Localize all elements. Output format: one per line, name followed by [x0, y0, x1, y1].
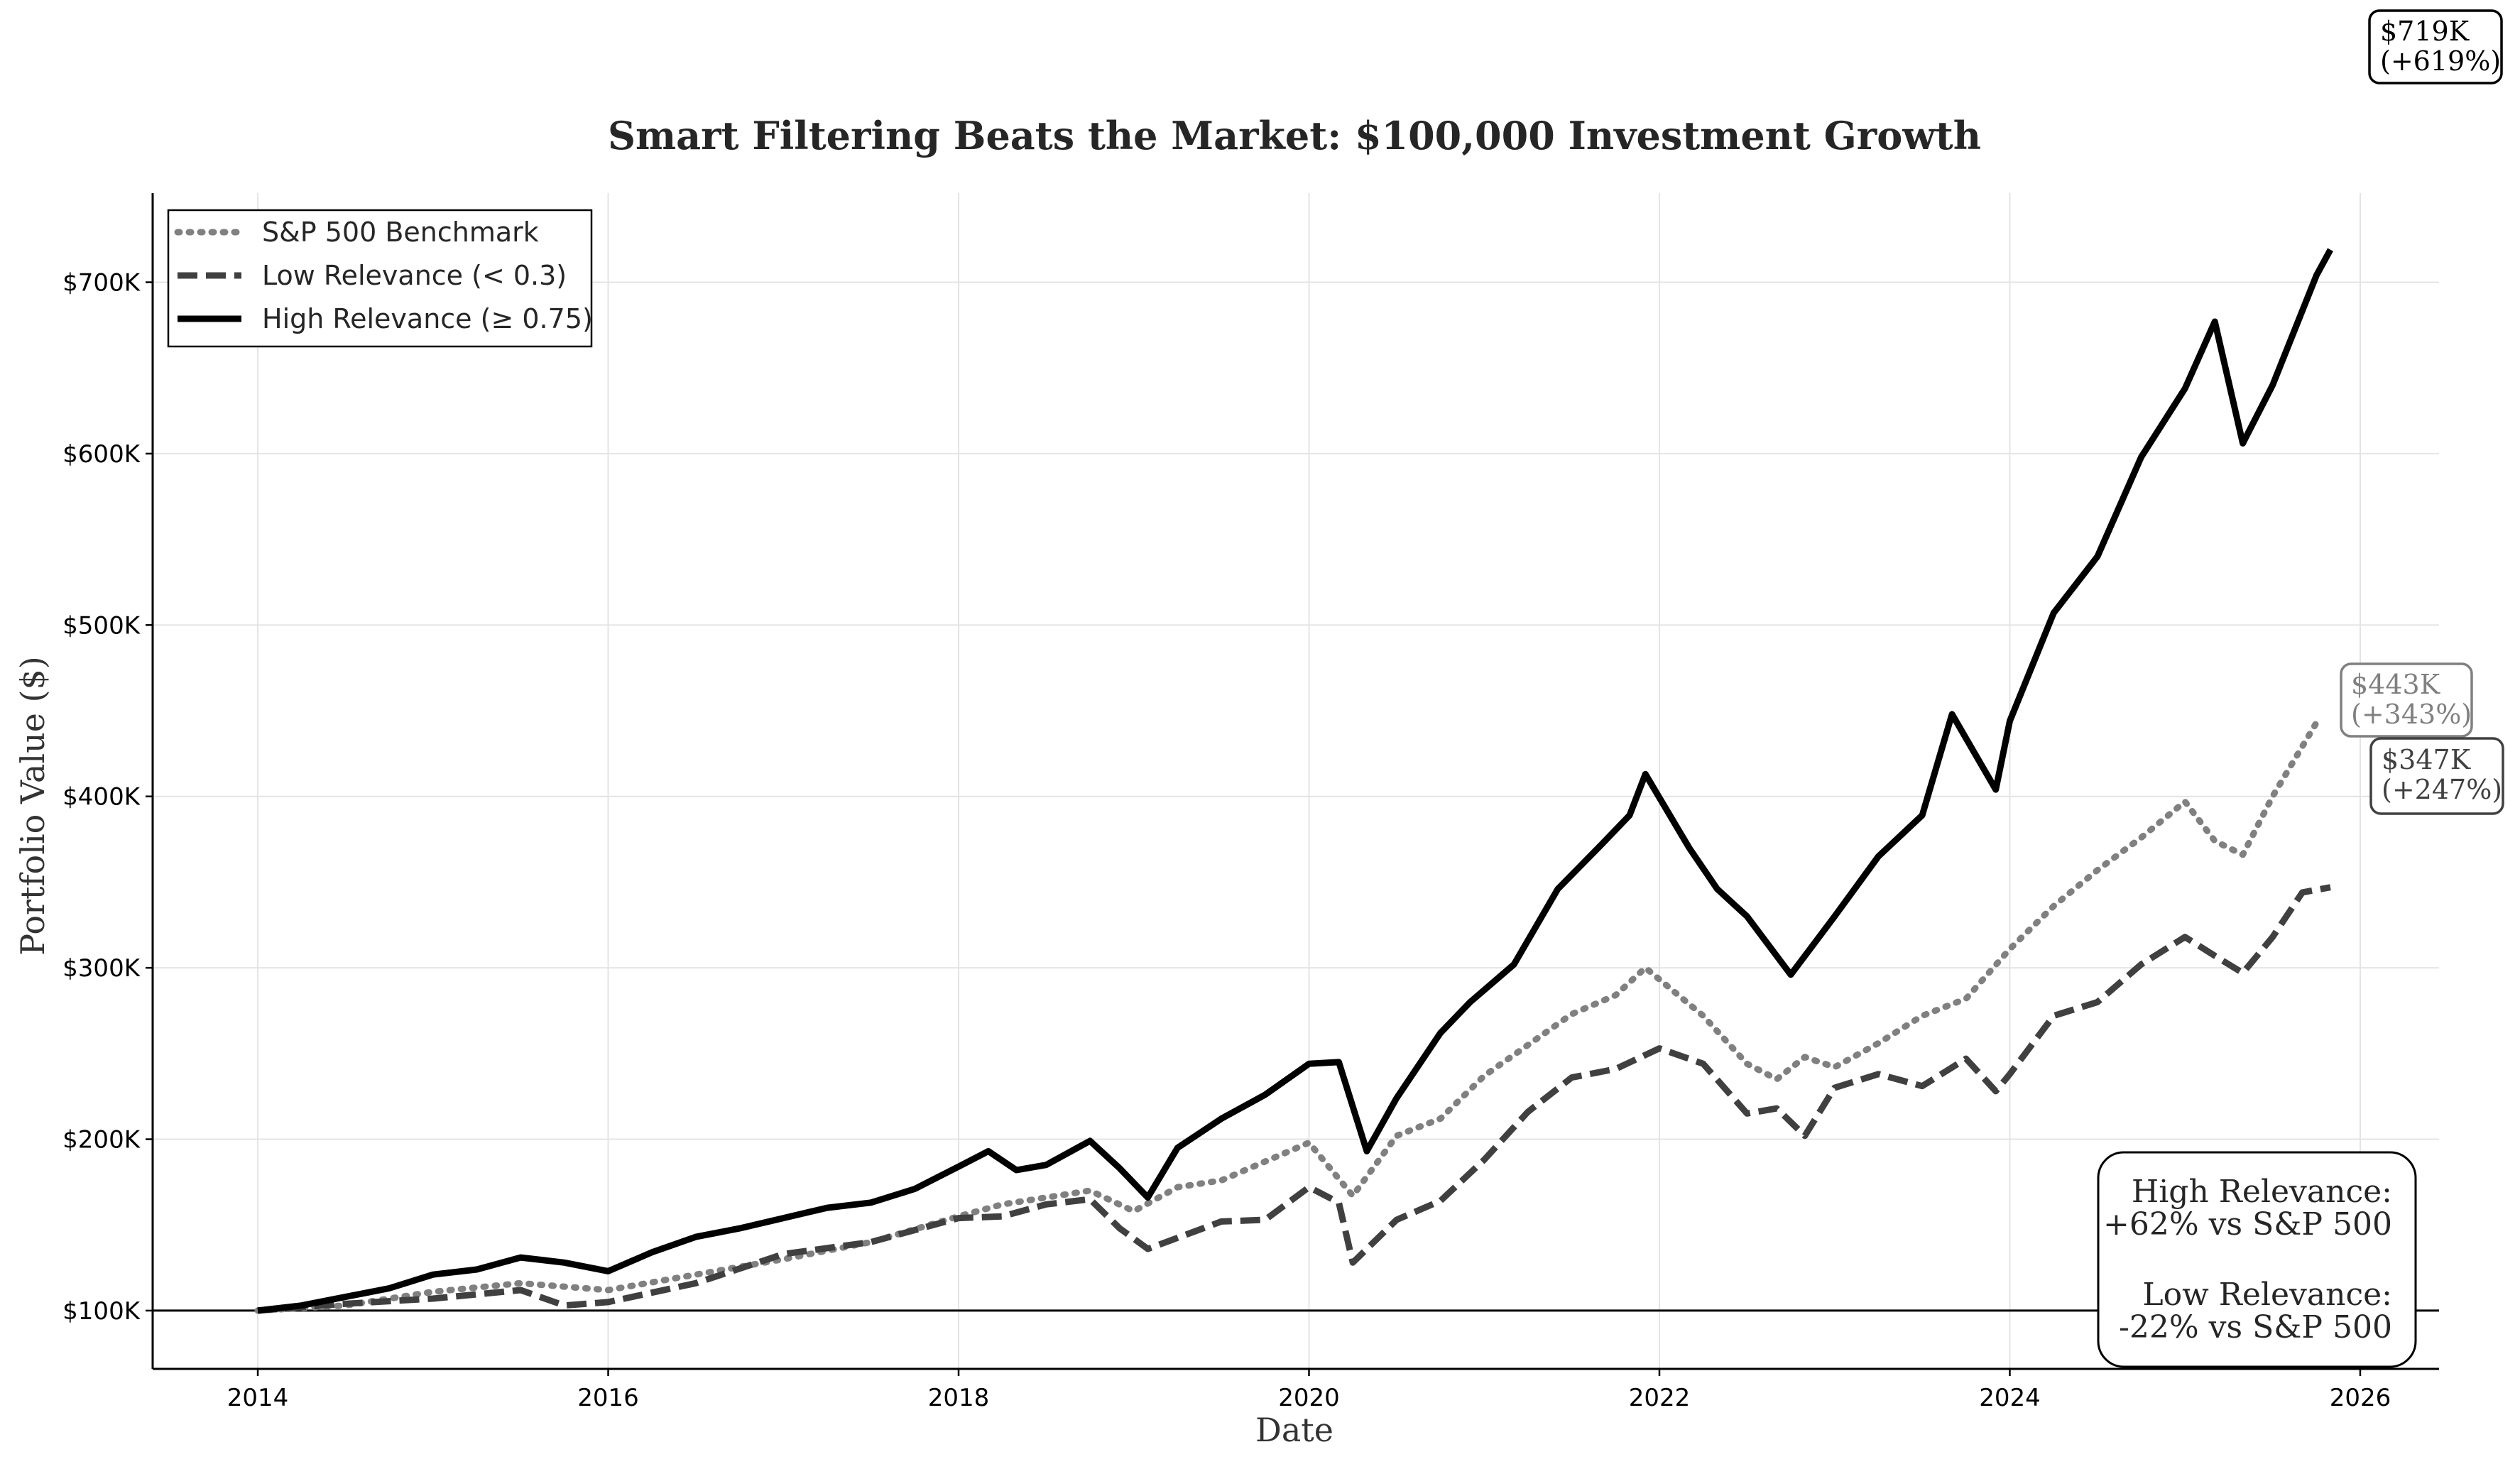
series-lines — [254, 248, 2333, 1314]
y-axis-ticks: $100K $200K $300K $400K $500K $600K $700K — [62, 269, 153, 1326]
x-tick-label-3: 2020 — [1278, 1384, 1340, 1412]
y-tick-label-4: $500K — [62, 611, 141, 640]
summary-low-value: -22% vs S&P 500 — [2119, 1309, 2392, 1345]
grid-lines — [153, 193, 2439, 1369]
x-tick-label-4: 2022 — [1629, 1384, 1691, 1412]
axes — [151, 193, 2439, 1370]
x-axis-label: Date — [1255, 1411, 1333, 1449]
summary-box: High Relevance: +62% vs S&P 500 Low Rele… — [2097, 1151, 2417, 1368]
chart-title: Smart Filtering Beats the Market: $100,0… — [608, 113, 1981, 158]
series-line-low-relevance — [257, 884, 2331, 1314]
y-tick-label-0: $100K — [62, 1297, 141, 1326]
x-axis-ticks: 2014 2016 2018 2020 2022 2024 2026 — [227, 1369, 2391, 1412]
x-tick-label-6: 2026 — [2330, 1384, 2391, 1412]
y-tick-label-6: $700K — [62, 269, 141, 297]
end-label-sp500: $443K (+343%) — [2340, 662, 2473, 738]
end-label-low-percent: (+247%) — [2382, 774, 2502, 805]
end-label-low-value: $347K — [2382, 744, 2471, 775]
y-axis-label: Portfolio Value ($) — [13, 656, 52, 955]
y-tick-label-1: $200K — [62, 1126, 141, 1154]
y-tick-label-2: $300K — [62, 954, 141, 983]
series-line-high-relevance — [257, 248, 2333, 1314]
x-tick-label-0: 2014 — [227, 1384, 289, 1412]
end-label-high-relevance: $719K (+619%) — [2368, 9, 2503, 84]
legend-label-low-relevance: Low Relevance (< 0.3) — [262, 260, 567, 291]
end-label-sp500-box — [2340, 662, 2473, 738]
end-label-high-percent: (+619%) — [2380, 45, 2501, 77]
end-label-sp500-value: $443K — [2351, 669, 2440, 700]
summary-high-value: +62% vs S&P 500 — [2103, 1206, 2392, 1243]
legend-label-high-relevance: High Relevance (≥ 0.75) — [262, 303, 593, 334]
end-label-low-relevance: $347K (+247%) — [2369, 737, 2504, 815]
y-tick-label-3: $400K — [62, 783, 141, 812]
end-label-low-box — [2369, 737, 2504, 815]
end-label-high-box — [2368, 9, 2503, 84]
summary-high-title: High Relevance: — [2132, 1174, 2392, 1210]
x-tick-label-1: 2016 — [577, 1384, 639, 1412]
summary-box-frame — [2097, 1151, 2417, 1368]
legend: S&P 500 Benchmark Low Relevance (< 0.3) … — [167, 209, 593, 348]
end-label-sp500-percent: (+343%) — [2351, 699, 2472, 730]
end-label-high-value: $719K — [2380, 16, 2470, 47]
legend-label-sp500: S&P 500 Benchmark — [262, 217, 539, 248]
y-tick-label-5: $600K — [62, 440, 141, 469]
series-line-sp500-benchmark — [254, 719, 2320, 1314]
x-tick-label-5: 2024 — [1979, 1384, 2041, 1412]
summary-low-title: Low Relevance: — [2142, 1277, 2392, 1313]
x-tick-label-2: 2018 — [928, 1384, 990, 1412]
